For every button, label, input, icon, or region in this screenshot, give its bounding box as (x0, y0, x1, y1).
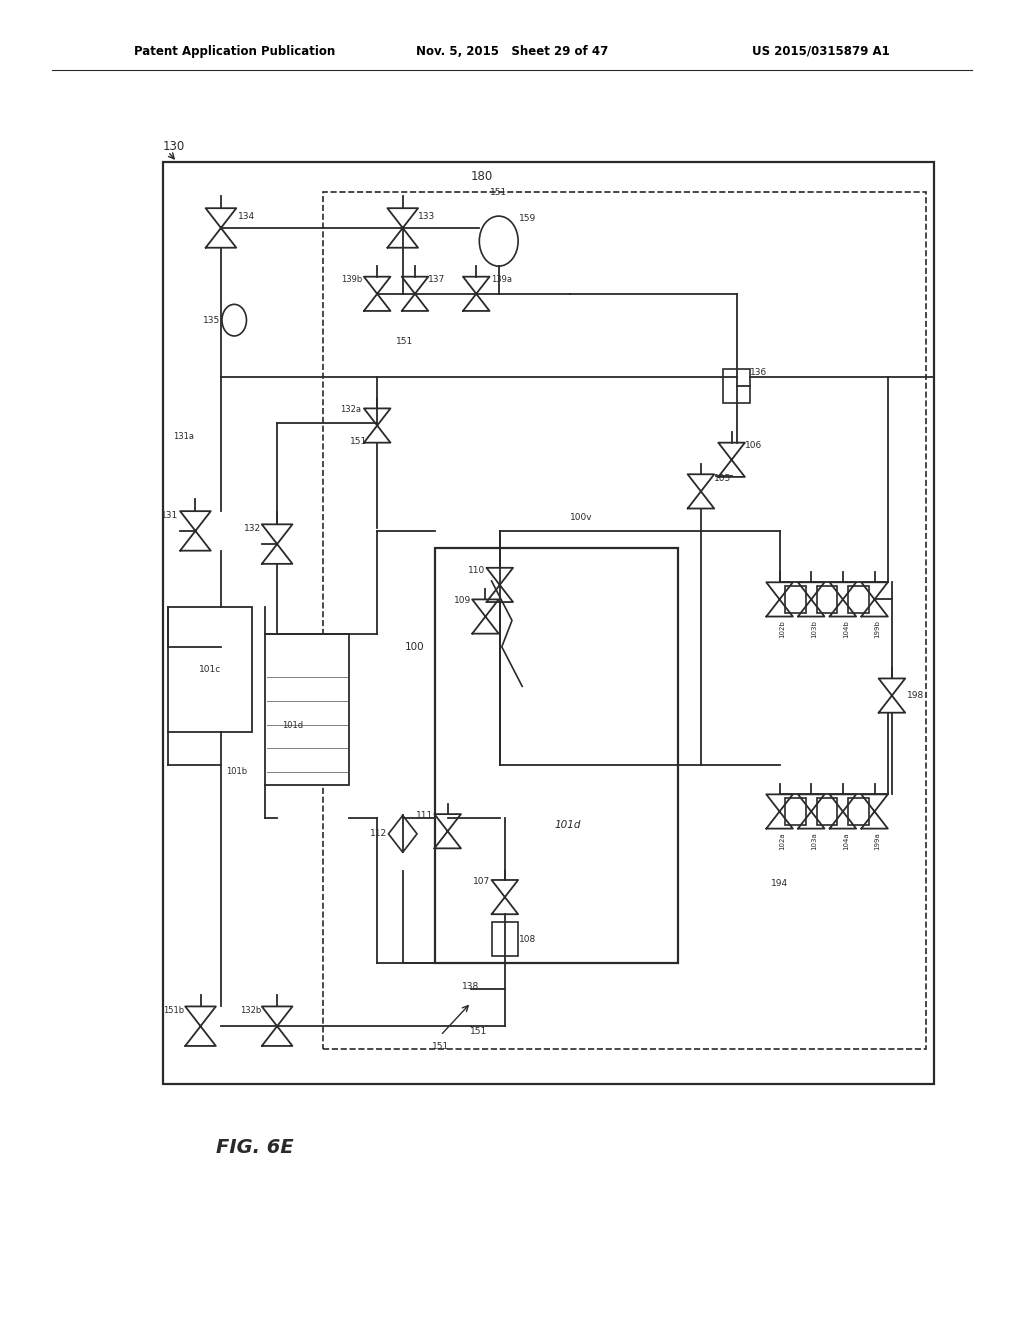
Text: 101d: 101d (283, 721, 303, 730)
Text: 131a: 131a (173, 432, 195, 441)
Text: 133: 133 (418, 211, 435, 220)
Text: 180: 180 (471, 170, 494, 183)
Bar (849, 586, 869, 612)
Text: 108: 108 (519, 935, 537, 944)
Text: 101c: 101c (199, 665, 221, 673)
Text: 130: 130 (163, 140, 185, 153)
Text: 103b: 103b (811, 620, 817, 639)
Text: 139a: 139a (492, 275, 513, 284)
Text: 151: 151 (490, 187, 507, 197)
Text: 151: 151 (432, 1041, 450, 1051)
Text: 105: 105 (714, 474, 731, 483)
Text: 111: 111 (416, 810, 433, 820)
Text: 100: 100 (406, 642, 425, 652)
Text: 102b: 102b (779, 620, 785, 639)
Text: 102a: 102a (779, 833, 785, 850)
Text: 101d: 101d (555, 820, 582, 830)
Text: 112: 112 (371, 829, 387, 838)
Bar (817, 799, 838, 825)
Text: 159: 159 (519, 214, 537, 223)
Text: 138: 138 (462, 982, 479, 991)
Text: 198: 198 (907, 692, 925, 700)
Text: 106: 106 (744, 441, 762, 450)
Text: 199a: 199a (874, 833, 881, 850)
Text: 199b: 199b (874, 620, 881, 639)
Text: 139b: 139b (341, 275, 361, 284)
Bar (817, 586, 838, 612)
Text: 151: 151 (396, 337, 414, 346)
Text: 132a: 132a (340, 405, 360, 414)
Bar (723, 368, 750, 403)
Text: 137: 137 (428, 275, 445, 284)
Bar (163, 162, 934, 1084)
Text: 131: 131 (161, 511, 178, 520)
Text: 135: 135 (203, 315, 220, 325)
Bar (435, 548, 679, 964)
Text: Nov. 5, 2015   Sheet 29 of 47: Nov. 5, 2015 Sheet 29 of 47 (416, 45, 608, 58)
Text: 134: 134 (239, 211, 255, 220)
Text: 103a: 103a (811, 833, 817, 850)
Text: 132b: 132b (241, 1006, 262, 1015)
Text: 151: 151 (470, 1027, 487, 1036)
Text: 110: 110 (468, 566, 485, 576)
Text: 151: 151 (350, 437, 368, 446)
Bar (324, 193, 926, 1048)
Bar (265, 634, 348, 785)
Bar (168, 607, 252, 733)
Text: 104b: 104b (843, 620, 849, 639)
Text: 136: 136 (750, 368, 767, 378)
Bar (849, 799, 869, 825)
Text: 101b: 101b (226, 767, 247, 776)
Text: 151b: 151b (163, 1006, 184, 1015)
Bar (785, 586, 806, 612)
Text: FIG. 6E: FIG. 6E (216, 1138, 294, 1156)
Text: 194: 194 (771, 879, 788, 888)
Text: 107: 107 (473, 876, 490, 886)
Text: 109: 109 (454, 597, 471, 606)
Text: 132: 132 (244, 524, 261, 533)
Text: 104a: 104a (843, 833, 849, 850)
Text: Patent Application Publication: Patent Application Publication (134, 45, 336, 58)
Bar (785, 799, 806, 825)
Bar (492, 923, 518, 957)
Text: US 2015/0315879 A1: US 2015/0315879 A1 (752, 45, 890, 58)
Text: 100v: 100v (570, 513, 593, 523)
